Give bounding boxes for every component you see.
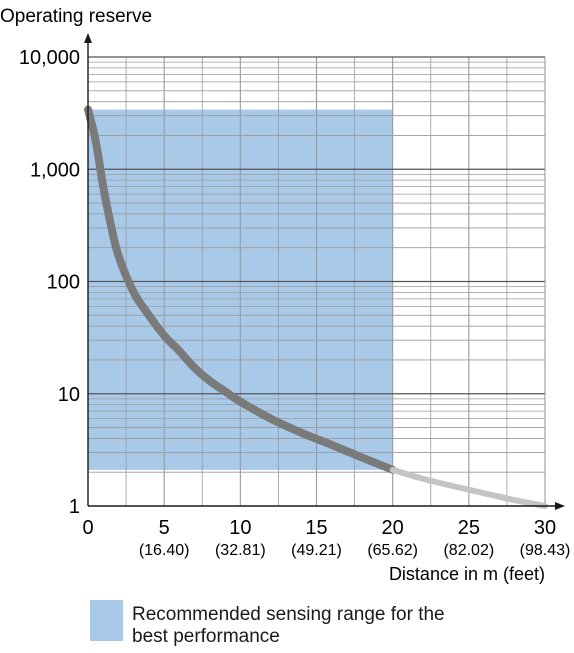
grid [88, 56, 546, 506]
x-tick-label: 5 [159, 517, 170, 539]
x-axis-arrow [555, 502, 565, 510]
axes [84, 33, 565, 510]
x-tick-sublabel: (82.02) [443, 542, 494, 559]
x-tick-label: 10 [229, 517, 251, 539]
legend-label: Recommended sensing range for the best p… [132, 604, 445, 647]
y-axis-arrow [84, 33, 92, 43]
x-tick-sublabel: (49.21) [291, 542, 342, 559]
x-axis-label: Distance in m (feet) [389, 564, 545, 584]
curve-segment-recommended [84, 105, 397, 474]
x-tick-label: 20 [382, 517, 404, 539]
y-tick-label: 1 [69, 496, 80, 518]
x-tick-sublabel: (16.40) [139, 542, 190, 559]
y-tick-label: 10,000 [19, 47, 80, 69]
y-axis-label: Operating reserve [0, 6, 152, 27]
chart: 1 10 100 1,000 10,000 0 5 (16.40) 10 (32.81) 15 (49… [0, 6, 571, 584]
y-tick-label: 100 [47, 272, 80, 294]
x-tick-label: 30 [534, 517, 556, 539]
x-tick-label: 25 [458, 517, 480, 539]
tick-labels: 1 10 100 1,000 10,000 0 5 (16.40) 10 (32.81) 15 (49… [19, 47, 571, 559]
x-tick-sublabel: (32.81) [215, 542, 266, 559]
y-tick-label: 10 [58, 384, 80, 406]
legend-swatch [90, 600, 123, 641]
x-tick-label: 0 [82, 517, 93, 539]
x-tick-sublabel: (65.62) [367, 542, 418, 559]
curve-segment-extended [389, 466, 548, 509]
y-tick-label: 1,000 [30, 159, 80, 181]
x-tick-label: 15 [305, 517, 327, 539]
x-tick-sublabel: (98.43) [520, 542, 571, 559]
operating-reserve-curve [84, 105, 548, 509]
